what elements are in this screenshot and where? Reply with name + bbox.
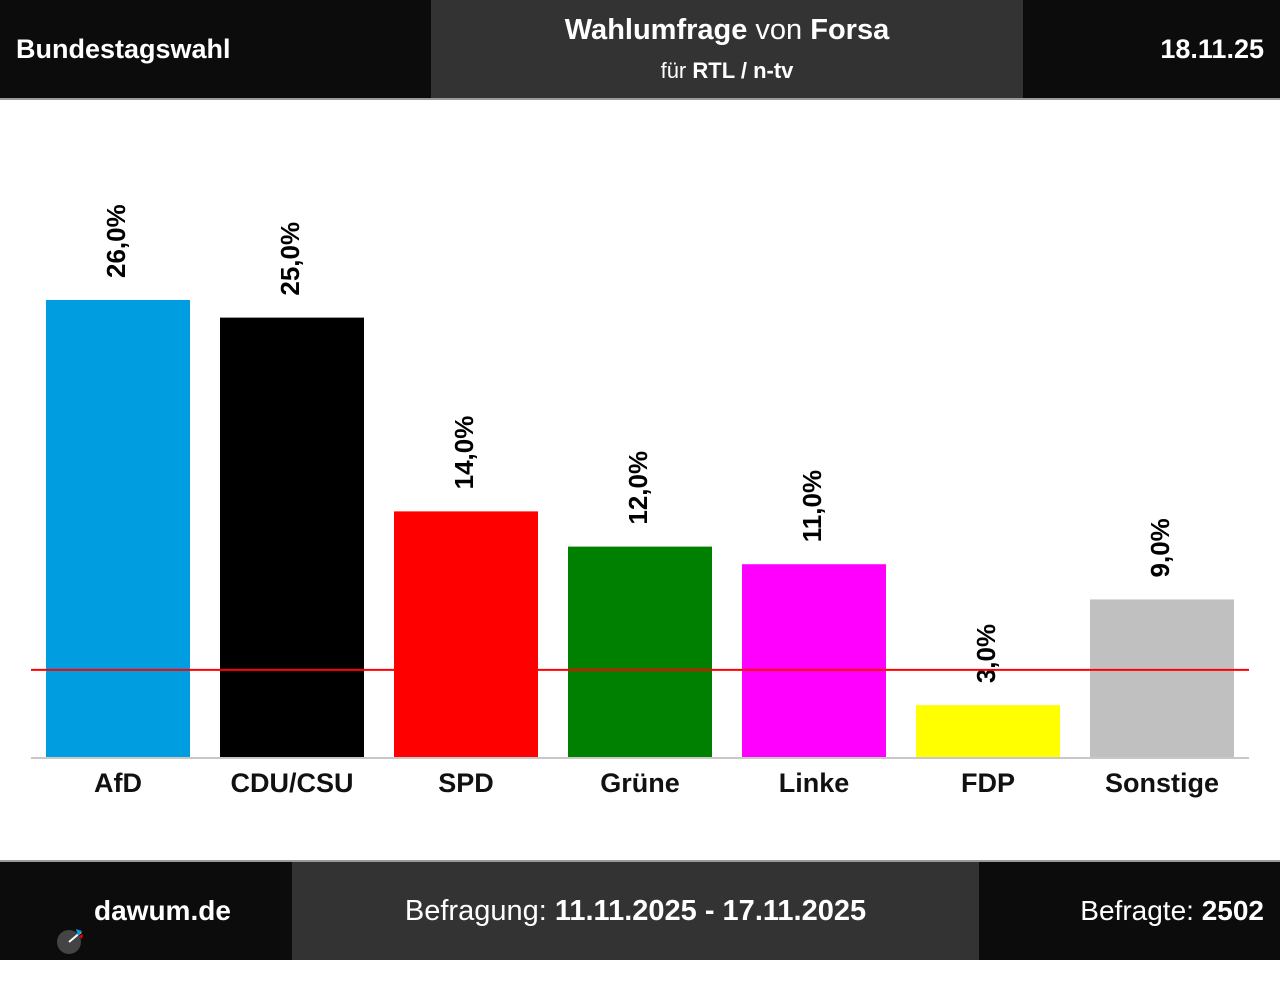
bar-4 (568, 546, 712, 758)
dawum-logo-icon (56, 897, 84, 954)
survey-period-value: 11.11.2025 - 17.11.2025 (554, 895, 867, 927)
category-label: CDU/CSU (230, 768, 353, 798)
respondent-count-label: Befragte: (1080, 895, 1202, 926)
respondent-count: Befragte: 2502 (1080, 862, 1264, 960)
bar-value-label: 12,0% (623, 451, 653, 525)
poll-client-prefix: für (660, 58, 693, 83)
category-label: AfD (94, 768, 142, 798)
survey-period: Befragung: 11.11.2025 - 17.11.2025 (292, 862, 979, 960)
poll-bar-chart: 26,0% AfD 25,0% CDU/CSU 14,0% SPD 12,0% Grüne 11… (31, 204, 1249, 798)
bar-6 (916, 705, 1060, 758)
poll-title-block: Wahlumfrage von Forsa für RTL / n-tv (431, 0, 1023, 98)
survey-period-label: Befragung: (404, 895, 555, 927)
poll-title-connector: von (747, 14, 811, 46)
category-label: Grüne (600, 768, 680, 798)
poll-date: 18.11.25 (1160, 34, 1264, 64)
footer-bar: dawum.de Befragung: 11.11.2025 - 17.11.2… (0, 860, 1280, 960)
bar-value-label: 25,0% (275, 222, 305, 296)
site-name: dawum.de (94, 895, 231, 926)
respondent-count-value: 2502 (1201, 895, 1264, 926)
bar-3 (394, 511, 538, 758)
category-label: SPD (438, 768, 494, 798)
poll-title-main: Wahlumfrage (564, 14, 748, 46)
bar-value-label: 26,0% (101, 204, 131, 278)
bar-1 (46, 300, 190, 758)
bar-5 (742, 564, 886, 758)
category-label: FDP (961, 768, 1015, 798)
bar-7 (1090, 599, 1234, 758)
poll-title: Wahlumfrage von Forsa (431, 14, 1023, 47)
category-label: Linke (779, 768, 850, 798)
header-bar: Bundestagswahl Wahlumfrage von Forsa für… (0, 0, 1280, 100)
bar-value-label: 14,0% (449, 416, 479, 490)
bar-value-label: 9,0% (1145, 518, 1175, 577)
poll-client-name: RTL / n-tv (692, 58, 794, 83)
poll-client: für RTL / n-tv (431, 58, 1023, 84)
election-type: Bundestagswahl (16, 34, 231, 64)
category-label: Sonstige (1105, 768, 1219, 798)
pollster-name: Forsa (810, 14, 890, 46)
bar-2 (220, 317, 364, 758)
site-brand[interactable]: dawum.de (56, 862, 231, 960)
bar-value-label: 3,0% (971, 624, 1001, 683)
bar-value-label: 11,0% (797, 470, 827, 542)
